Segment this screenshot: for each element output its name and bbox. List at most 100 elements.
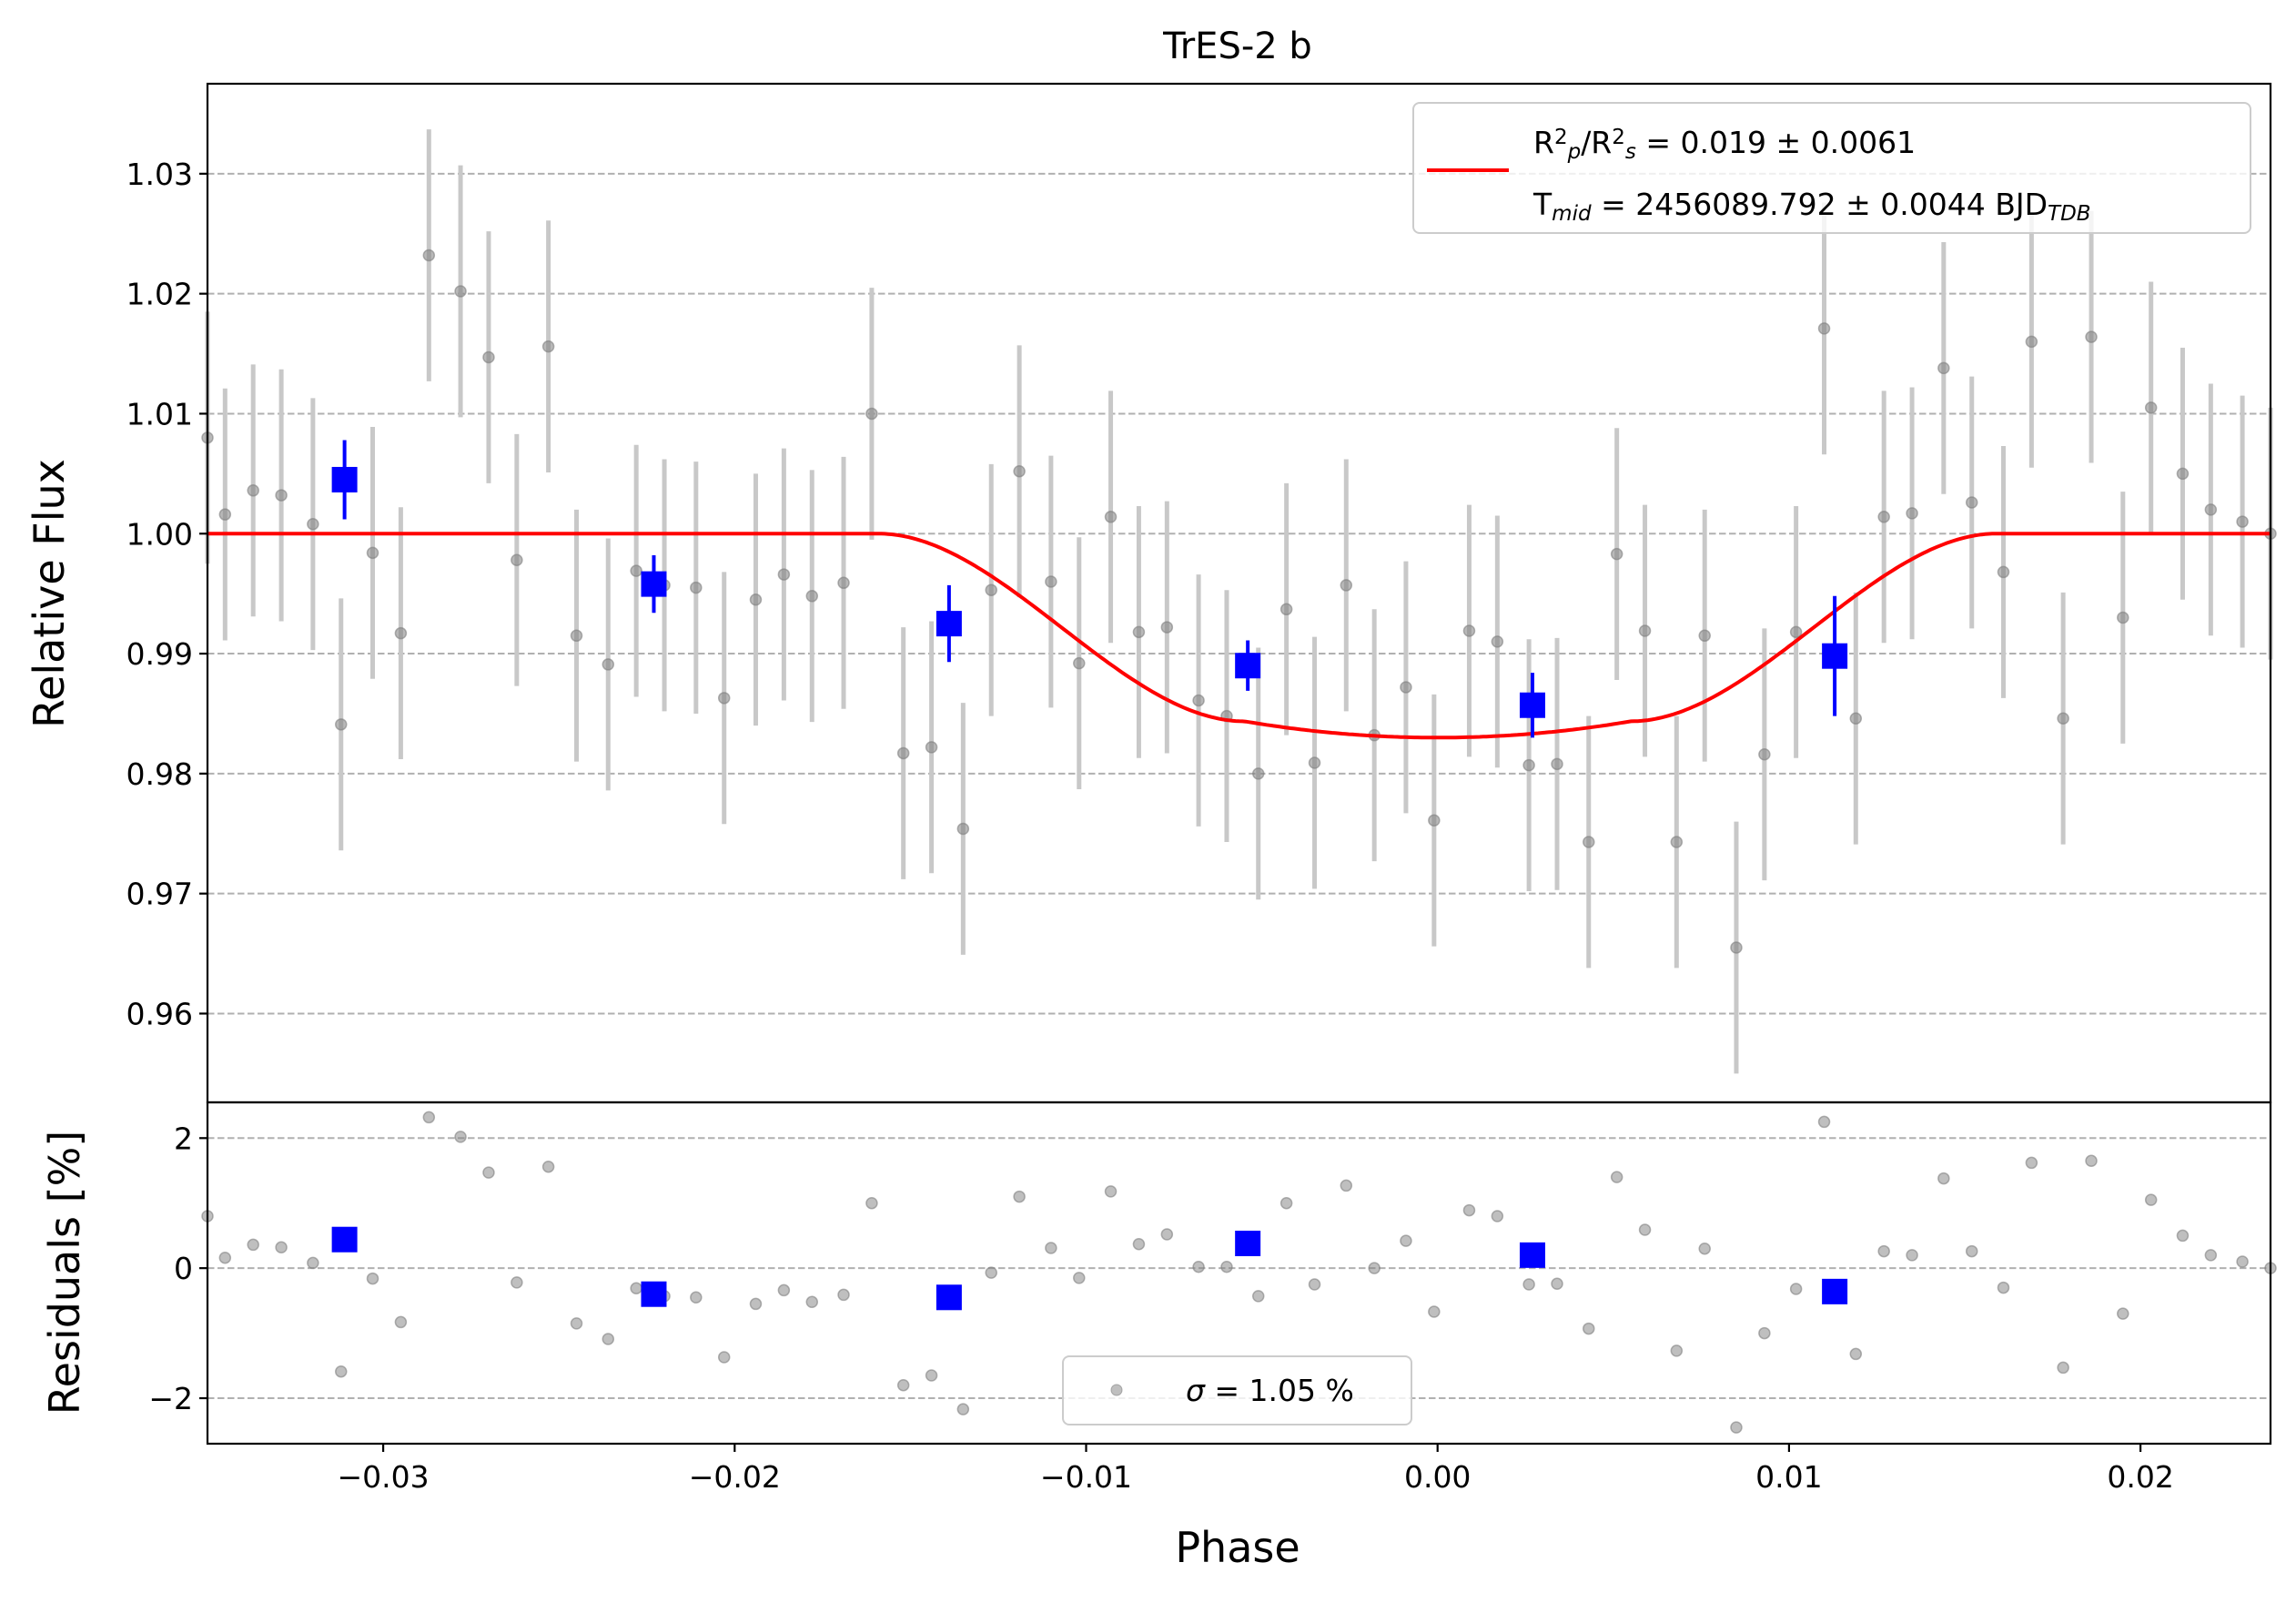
residual-point [749,1297,763,1311]
residual-point [482,1166,495,1179]
residual-point [1400,1234,1412,1247]
flux-point [247,484,259,497]
residual-point [925,1369,938,1382]
flux-y-tick-label: 1.02 [126,277,193,312]
residual-point [1013,1190,1026,1203]
residual-point [2144,1193,2158,1206]
flux-point [805,590,819,603]
binned-point [1822,643,1848,669]
residual-point [1937,1172,1950,1185]
flux-y-tick-label: 1.03 [126,157,193,192]
residual-point [2057,1361,2069,1375]
flux-point [1279,603,1293,616]
fit-legend: R2p/R2s = 0.019 ± 0.0061 Tmid = 2456089.… [1412,102,2251,234]
flux-point [541,340,555,353]
binned-point [1235,653,1261,679]
flux-point [2085,330,2098,343]
sigma-legend: σ = 1.05 % [1062,1355,1412,1425]
residual-point [1638,1223,1652,1236]
flux-point [1073,656,1086,670]
residual-point [2085,1154,2098,1168]
flux-point [1789,625,1803,639]
flux-point [749,593,763,606]
phase-x-axis-label: Phase [1175,1523,1300,1572]
residual-point [1428,1305,1441,1318]
flux-point [1192,694,1205,707]
residuals-y-tick-label: 0 [174,1251,193,1286]
residual-point [1308,1278,1321,1291]
residual-point [1368,1262,1381,1274]
flux-point [482,350,495,364]
residual-point [394,1315,408,1329]
phase-x-tick-label: −0.03 [338,1459,430,1495]
residual-point [1583,1322,1595,1335]
residual-point [1522,1278,1535,1291]
fit-legend-mid-time: Tmid = 2456089.792 ± 0.0044 BJDTDB [1532,187,2091,226]
flux-point [1877,511,1890,523]
residual-point [985,1266,997,1279]
phase-x-tick-label: 0.00 [1404,1459,1471,1495]
flux-point [1937,361,1950,375]
residual-point [865,1196,878,1210]
residual-point [896,1378,910,1392]
flux-point [1551,757,1563,771]
binned-residual-point [331,1226,358,1253]
flux-point [1104,511,1118,523]
flux-point [896,746,910,760]
flux-point [570,629,583,643]
residual-point [1730,1421,1743,1434]
residual-point [1491,1210,1504,1223]
binned-residual-point [1822,1278,1848,1304]
residual-point [1789,1283,1803,1295]
flux-point [394,626,408,640]
flux-point [1849,712,1863,725]
residual-point [247,1238,259,1252]
residual-point [541,1160,555,1173]
residual-point [2117,1307,2129,1320]
residual-point [1132,1237,1146,1251]
residual-point [1758,1326,1771,1340]
residuals-y-ticks: −2 0 2 [148,1121,207,1416]
flux-point [2176,467,2190,481]
residual-point [1220,1260,1233,1273]
residual-point [366,1272,379,1285]
flux-point [307,517,319,531]
flux-point [335,718,348,731]
flux-point [454,285,467,298]
flux-point [1462,624,1476,637]
flux-point [1583,836,1595,848]
residual-point [1104,1185,1118,1198]
flux-point [1013,464,1026,478]
flux-point [511,553,523,567]
residual-point [1965,1244,1978,1258]
binned-residual-point [936,1284,962,1311]
fit-legend-box [1412,102,2251,234]
residuals-y-tick-label: 2 [174,1121,193,1156]
residual-point [2025,1156,2038,1170]
phase-x-ticks: −0.03 −0.02 −0.01 0.00 0.01 0.02 [338,1444,2174,1495]
residuals-y-axis-label: Residuals [%] [40,1131,89,1415]
residuals-data [201,1111,2277,1434]
residual-point [454,1131,467,1143]
flux-data [201,129,2277,1074]
flux-point [275,489,288,502]
residual-point [307,1256,319,1270]
flux-point [1491,635,1504,648]
phase-x-tick-label: −0.01 [1040,1459,1132,1495]
flux-point [1045,575,1057,588]
transit-model-line [207,532,2271,740]
residual-point [1160,1228,1174,1241]
residual-point [570,1317,583,1330]
residual-point [2204,1249,2218,1262]
flux-point [422,249,436,262]
flux-point [2117,611,2129,624]
flux-point [925,741,938,754]
flux-point [602,658,615,671]
residual-point [777,1283,791,1297]
binned-point [936,611,962,637]
flux-point [2236,515,2249,528]
sigma-legend-marker [1110,1384,1123,1396]
binned-residual-point [1235,1231,1261,1256]
residual-point [630,1282,642,1295]
